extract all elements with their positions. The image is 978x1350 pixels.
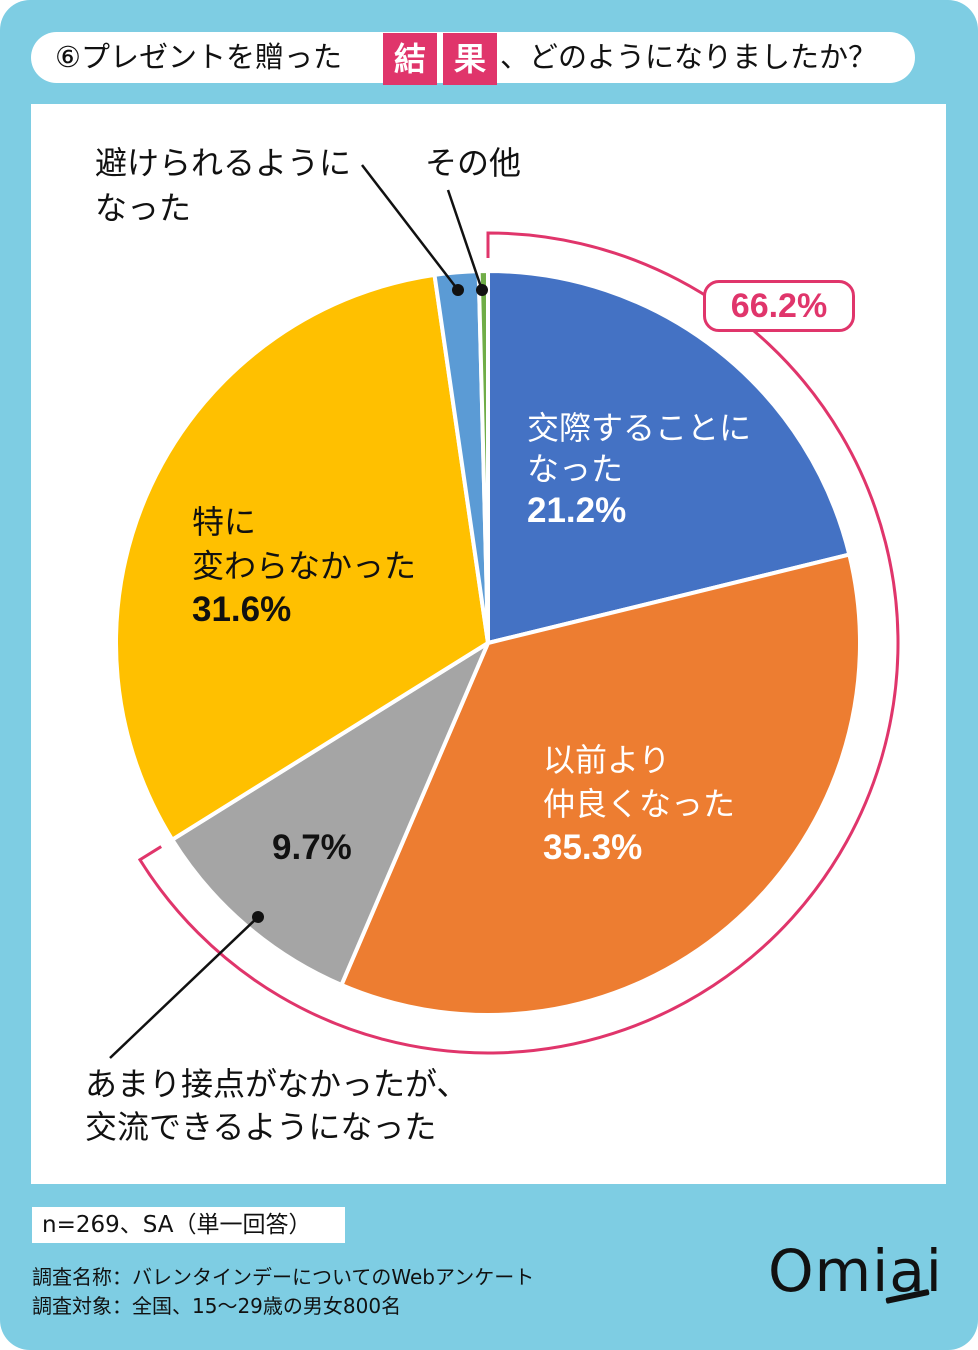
label-text: なった [95, 189, 192, 227]
label-text: 以前より [543, 741, 671, 779]
label-text: 特に [192, 503, 257, 541]
leader-dot-other [476, 284, 488, 296]
label-could-interact-percent: 9.7% [272, 826, 352, 870]
label-could-interact: あまり接点がなかったが、 交流できるようになった [85, 1063, 468, 1149]
label-text: その他 [425, 144, 522, 182]
title-prefix: ⑥プレゼントを贈った [55, 32, 342, 83]
survey-name: 調査名称：バレンタインデーについてのWebアンケート [32, 1265, 535, 1289]
slice-other [476, 268, 490, 645]
label-text: あまり接点がなかったが、 [85, 1065, 469, 1103]
label-text: 交流できるようになった [85, 1108, 437, 1146]
label-text: なった [527, 450, 624, 488]
label-text: 交際することに [527, 409, 752, 447]
slice-started-dating [486, 269, 852, 645]
leader-line-avoided [361, 164, 459, 291]
leader-dot-avoided [452, 284, 464, 296]
label-no-change: 特に 変わらなかった 31.6% [192, 500, 416, 632]
title-highlight-1: 結 [383, 33, 437, 85]
label-percent: 35.3% [543, 828, 643, 867]
slice-became-closer [339, 552, 862, 1017]
label-text: 変わらなかった [192, 547, 417, 585]
sample-size-note: n=269、SA（単一回答） [32, 1207, 345, 1243]
label-became-closer: 以前より 仲良くなった 35.3% [543, 738, 735, 870]
question-number: ⑥ [55, 40, 81, 74]
label-text: 避けられるように [95, 144, 352, 182]
label-percent: 9.7% [272, 828, 352, 867]
label-percent: 31.6% [192, 590, 292, 629]
label-text: 仲良くなった [543, 785, 736, 823]
leader-line-interact [109, 916, 259, 1059]
title-prefix-text: プレゼントを贈った [81, 40, 343, 74]
label-started-dating: 交際することに なった 21.2% [527, 408, 751, 531]
leader-line-other [446, 189, 484, 291]
slice-could-interact [170, 641, 490, 987]
title-suffix: 、どのようになりましたか？ [500, 40, 878, 74]
label-percent: 21.2% [527, 491, 627, 530]
bracket-total-label: 66.2% [703, 280, 855, 332]
title-highlight-2: 果 [443, 33, 497, 85]
leader-dot-interact [252, 911, 264, 923]
survey-target: 調査対象：全国、15～29歳の男女800名 [32, 1294, 402, 1318]
slice-no-change [114, 272, 490, 842]
label-other: その他 [425, 141, 521, 185]
label-avoided: 避けられるように なった [95, 141, 351, 231]
